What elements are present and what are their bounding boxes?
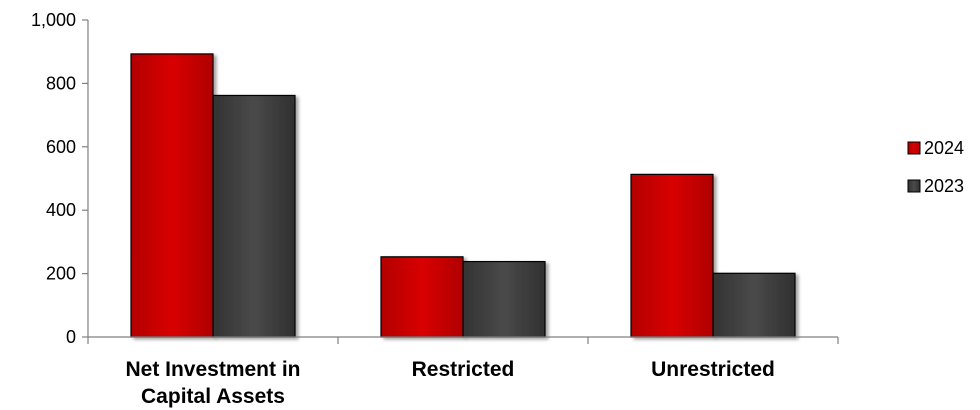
x-category-label: Net Investment in (125, 358, 300, 381)
legend-label-2024: 2024 (924, 138, 964, 158)
legend-swatch-2023 (907, 179, 921, 193)
y-tick-label: 600 (46, 137, 76, 157)
x-axis-labels: Net Investment in Capital Assets Restricte… (125, 358, 774, 408)
bar-2023-restricted (462, 260, 546, 338)
axes-group (82, 19, 839, 344)
bars-group (130, 53, 796, 338)
bar-2024-unrestricted (630, 173, 714, 338)
x-category-label: Restricted (412, 358, 515, 381)
y-tick-label: 0 (66, 327, 76, 347)
y-tick-label: 400 (46, 200, 76, 220)
y-tick-label: 1,000 (31, 10, 76, 30)
bar-2023-unrestricted (712, 272, 796, 338)
y-tick-label: 200 (46, 264, 76, 284)
y-axis-labels: 0 200 400 600 800 1,000 (31, 10, 76, 347)
bar-2024-net-investment-in-capital-assets (130, 53, 214, 338)
x-category-label: Unrestricted (651, 358, 775, 381)
bar-2023-net-investment-in-capital-assets (212, 94, 296, 338)
y-tick-label: 800 (46, 73, 76, 93)
bar-2024-restricted (380, 256, 464, 338)
legend-label-2023: 2023 (924, 176, 964, 196)
legend-swatch-2024 (907, 141, 921, 155)
legend: 2024 2023 (907, 138, 964, 196)
x-category-label: Capital Assets (141, 385, 285, 408)
